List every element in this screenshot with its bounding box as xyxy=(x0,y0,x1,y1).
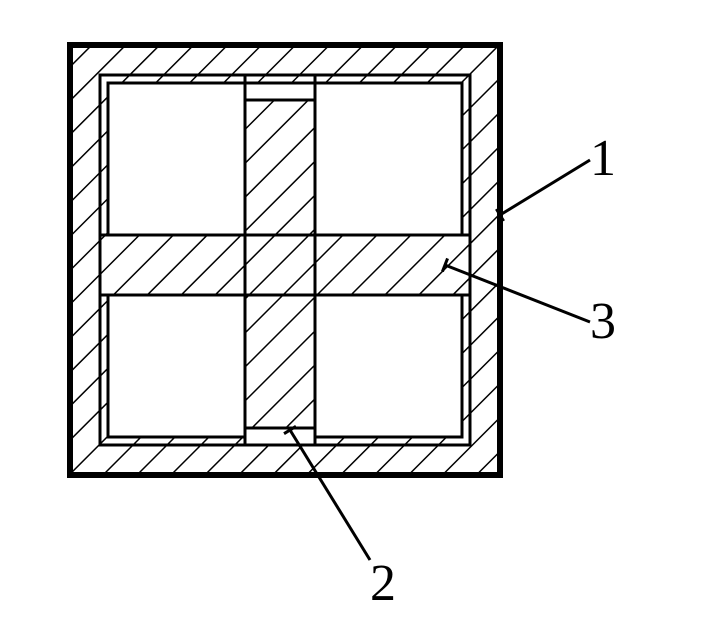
callout-label-3: 3 xyxy=(590,293,616,350)
cross-section-figure: 1 3 2 xyxy=(0,0,706,629)
callout-label-2: 2 xyxy=(370,555,396,612)
callout-label-1: 1 xyxy=(590,130,616,187)
